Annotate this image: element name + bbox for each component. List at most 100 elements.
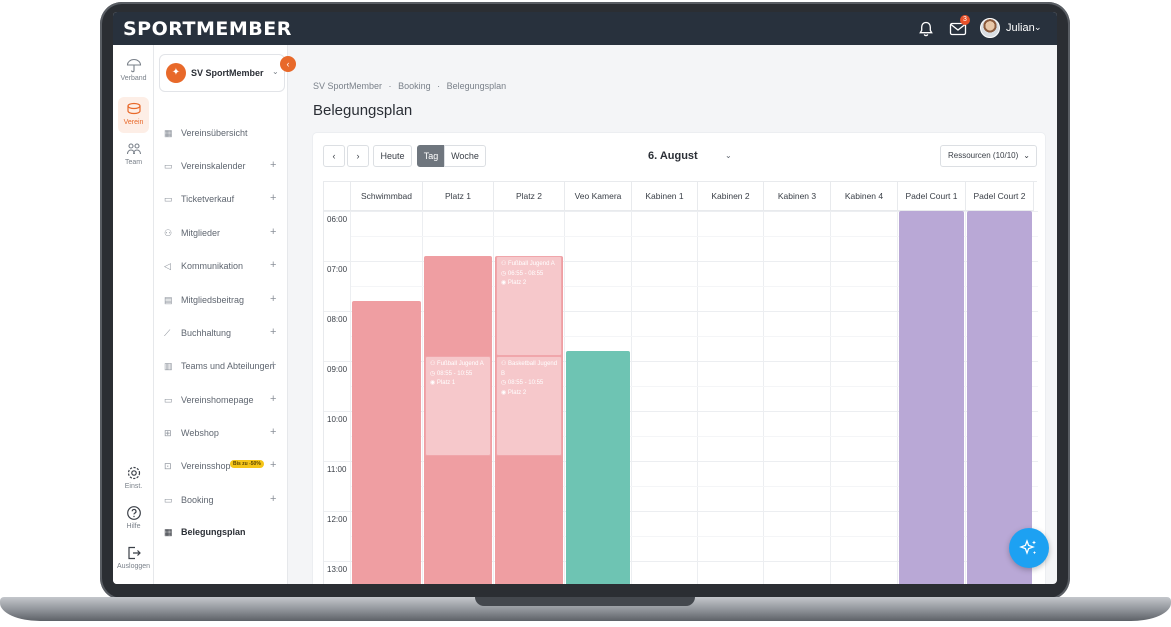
booking-block[interactable] bbox=[967, 211, 1032, 584]
sidebar-item-kommunikation[interactable]: ◁ Kommunikation + bbox=[164, 258, 286, 278]
time-label: 08:00 bbox=[327, 315, 348, 324]
hour-gridline bbox=[324, 561, 1038, 562]
chevron-down-icon[interactable]: ⌄ bbox=[725, 151, 732, 160]
mail-badge: 3 bbox=[960, 15, 970, 25]
hour-gridline bbox=[324, 511, 1038, 512]
sidebar-item-label: Mitgliedsbeitrag bbox=[181, 295, 245, 305]
time-label: 10:00 bbox=[327, 415, 348, 424]
sidebar-item-belegungsplan[interactable]: ▦ Belegungsplan bbox=[164, 524, 286, 544]
hour-gridline bbox=[324, 211, 1038, 212]
expand-plus-icon[interactable]: + bbox=[270, 359, 277, 371]
club-logo-icon: ✦ bbox=[166, 63, 186, 83]
sidebar-item-ticketverkauf[interactable]: ▭ Ticketverkauf + bbox=[164, 191, 286, 211]
sidebar-item-teams[interactable]: ▥ Teams und Abteilungen + bbox=[164, 358, 286, 378]
prev-day-button[interactable]: ‹ bbox=[323, 145, 345, 167]
rail-item-settings[interactable]: Einst. bbox=[113, 465, 154, 490]
view-week-button[interactable]: Woche bbox=[444, 145, 486, 167]
half-hour-gridline bbox=[351, 286, 1038, 287]
expand-plus-icon[interactable]: + bbox=[270, 293, 277, 305]
sidebar-item-vereinskalender[interactable]: ▭ Vereinskalender + bbox=[164, 158, 286, 178]
rail-label: Ausloggen bbox=[116, 563, 151, 570]
resource-calendar: Schwimmbad Platz 1 Platz 2 Veo Kamera Kabine… bbox=[323, 181, 1038, 584]
rail-item-help[interactable]: Hilfe bbox=[113, 505, 154, 530]
chevron-down-icon[interactable]: ⌄ bbox=[1034, 22, 1042, 32]
mail-icon[interactable] bbox=[949, 21, 967, 37]
resource-column-header[interactable]: Platz 1 bbox=[423, 182, 494, 211]
expand-plus-icon[interactable]: + bbox=[270, 226, 277, 238]
sidebar-item-booking[interactable]: ▭ Booking + bbox=[164, 492, 286, 512]
expand-plus-icon[interactable]: + bbox=[270, 459, 277, 471]
teams-icon: ▥ bbox=[164, 361, 173, 371]
breadcrumb-booking[interactable]: Booking bbox=[398, 81, 431, 91]
booking-card[interactable]: ⚇ Basketball Jugend B ◷ 08:55 - 10:55 ◉ Pl… bbox=[496, 356, 562, 456]
shop-icon: ⊡ bbox=[164, 461, 172, 471]
resource-column-header[interactable]: Padel Court 2 bbox=[966, 182, 1034, 211]
browser-icon: ▭ bbox=[164, 395, 173, 405]
sparkle-icon bbox=[1019, 539, 1037, 555]
megaphone-icon: ◁ bbox=[164, 261, 171, 271]
resource-column-header[interactable]: Veo Kamera bbox=[565, 182, 632, 211]
rail-item-team[interactable]: Team bbox=[113, 141, 154, 166]
sidebar-item-vereinshomepage[interactable]: ▭ Vereinshomepage + bbox=[164, 392, 286, 412]
sidebar-item-vereinsuebersicht[interactable]: ▦ Vereinsübersicht bbox=[164, 125, 286, 145]
resource-column-header[interactable]: Kabinen 2 bbox=[698, 182, 764, 211]
view-day-button[interactable]: Tag bbox=[417, 145, 445, 167]
next-day-button[interactable]: › bbox=[347, 145, 369, 167]
resources-dropdown[interactable]: Ressourcen (10/10) ⌄ bbox=[940, 145, 1037, 167]
expand-plus-icon[interactable]: + bbox=[270, 426, 277, 438]
avatar[interactable] bbox=[980, 18, 1000, 38]
sidebar-item-label: Booking bbox=[181, 495, 214, 505]
booking-card[interactable]: ⚇ Fußball Jugend A ◷ 06:55 - 08:55 ◉ Platz… bbox=[496, 256, 562, 356]
booking-block[interactable] bbox=[352, 301, 421, 584]
booking-block[interactable] bbox=[566, 351, 630, 584]
bell-icon[interactable] bbox=[917, 20, 935, 38]
collapse-sidebar-button[interactable]: ‹ bbox=[280, 56, 296, 72]
chevron-down-icon: ⌄ bbox=[1023, 151, 1030, 160]
column-divider bbox=[697, 211, 698, 584]
sidebar-item-label: Ticketverkauf bbox=[181, 194, 235, 204]
members-icon: ⚇ bbox=[164, 228, 173, 238]
date-picker[interactable]: 6. August bbox=[648, 150, 698, 162]
booking-place: ◉ Platz 2 bbox=[501, 389, 527, 396]
expand-plus-icon[interactable]: + bbox=[270, 393, 277, 405]
half-hour-gridline bbox=[351, 236, 1038, 237]
expand-plus-icon[interactable]: + bbox=[270, 192, 277, 204]
column-divider bbox=[763, 211, 764, 584]
sidebar-item-label: Buchhaltung bbox=[181, 328, 232, 338]
resource-column-header[interactable]: Kabinen 1 bbox=[632, 182, 698, 211]
booking-details: ⚇ Basketball Jugend B ◷ 08:55 - 10:55 ◉ Pl… bbox=[501, 360, 561, 398]
sidebar-item-mitglieder[interactable]: ⚇ Mitglieder + bbox=[164, 225, 286, 245]
resource-column-header[interactable]: Platz 2 bbox=[494, 182, 565, 211]
sidebar-item-webshop[interactable]: ⊞ Webshop + bbox=[164, 425, 286, 445]
gear-icon bbox=[127, 466, 140, 480]
sidebar-item-buchhaltung[interactable]: ⟋ Buchhaltung + bbox=[164, 325, 286, 345]
booking-place: ◉ Platz 2 bbox=[501, 280, 527, 286]
sidebar-item-vereinsshop[interactable]: ⊡ Vereinsshop Bis zu -50% + bbox=[164, 458, 286, 478]
rail-item-logout[interactable]: Ausloggen bbox=[113, 545, 154, 570]
rail-item-verein[interactable]: Verein bbox=[118, 97, 149, 133]
rail-item-verband[interactable]: Verband bbox=[113, 57, 154, 82]
breadcrumb-current: Belegungsplan bbox=[446, 81, 507, 91]
expand-plus-icon[interactable]: + bbox=[270, 326, 277, 338]
column-divider bbox=[965, 211, 966, 584]
expand-plus-icon[interactable]: + bbox=[270, 493, 277, 505]
ai-assistant-button[interactable] bbox=[1009, 528, 1049, 568]
resource-column-header[interactable]: Padel Court 1 bbox=[898, 182, 966, 211]
today-button[interactable]: Heute bbox=[373, 145, 412, 167]
grid-icon: ▦ bbox=[164, 128, 173, 138]
resource-column-header[interactable]: Kabinen 4 bbox=[831, 182, 898, 211]
booking-block[interactable] bbox=[899, 211, 964, 584]
resource-column-header[interactable]: Kabinen 3 bbox=[764, 182, 831, 211]
user-name[interactable]: Julian bbox=[1006, 22, 1035, 34]
rail-label: Hilfe bbox=[126, 523, 141, 530]
booking-details: ⚇ Fußball Jugend A ◷ 08:55 - 10:55 ◉ Platz… bbox=[430, 360, 484, 389]
sidebar-item-mitgliedsbeitrag[interactable]: ▤ Mitgliedsbeitrag + bbox=[164, 292, 286, 312]
resource-column-header[interactable]: Schwimmbad bbox=[351, 182, 423, 211]
booking-card[interactable]: ⚇ Fußball Jugend A ◷ 08:55 - 10:55 ◉ Platz… bbox=[425, 356, 491, 456]
expand-plus-icon[interactable]: + bbox=[270, 259, 277, 271]
breadcrumb-club[interactable]: SV SportMember bbox=[313, 81, 383, 91]
brand-logo[interactable]: SPORTMEMBER bbox=[123, 18, 292, 40]
club-selector[interactable]: ✦ SV SportMember ⌄ bbox=[159, 54, 285, 92]
expand-plus-icon[interactable]: + bbox=[270, 159, 277, 171]
sidebar-item-label: Webshop bbox=[181, 428, 219, 438]
